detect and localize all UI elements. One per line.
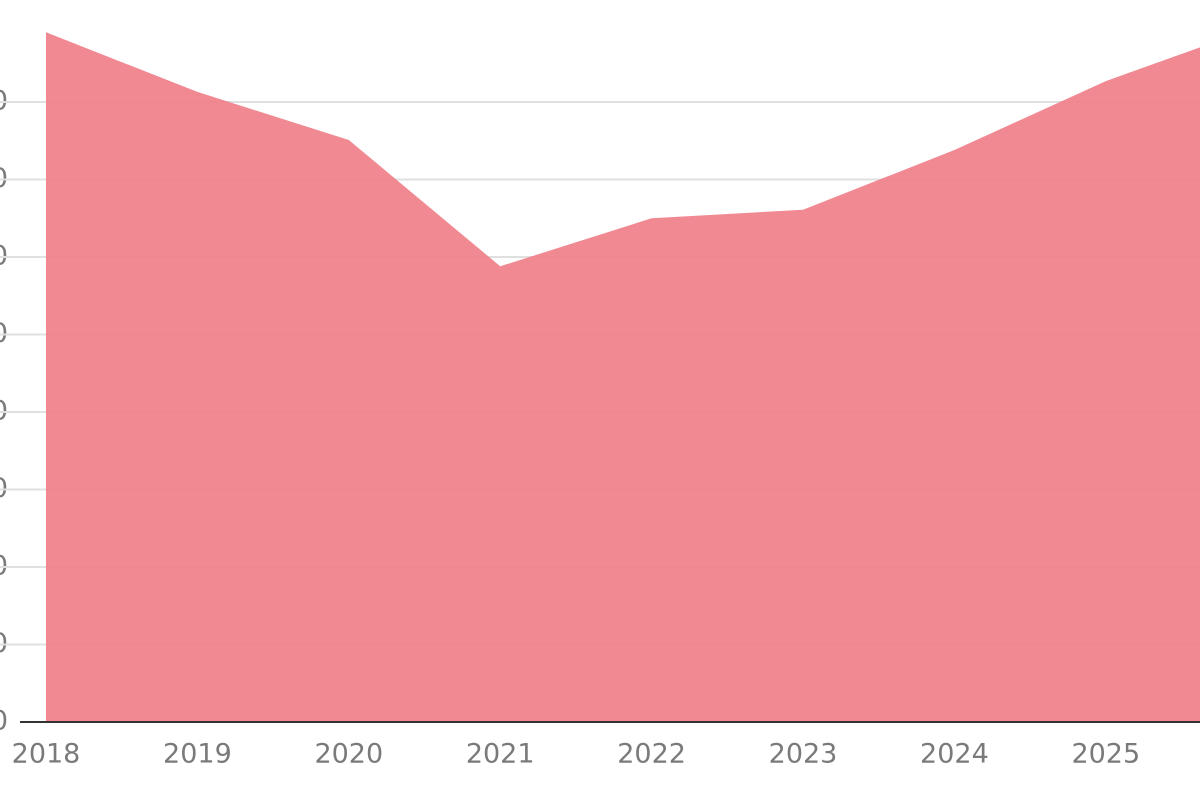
x-tick-label: 2019	[163, 739, 232, 770]
y-tick-label: 0	[0, 706, 8, 737]
x-tick-label: 2023	[769, 739, 838, 770]
x-tick-label: 2025	[1071, 739, 1140, 770]
x-tick-label: 2018	[12, 739, 81, 770]
x-tick-label: 2022	[617, 739, 686, 770]
x-tick-label: 2024	[920, 739, 989, 770]
x-tick-label: 2020	[314, 739, 383, 770]
area	[46, 32, 1200, 722]
x-tick-label: 2021	[466, 739, 535, 770]
